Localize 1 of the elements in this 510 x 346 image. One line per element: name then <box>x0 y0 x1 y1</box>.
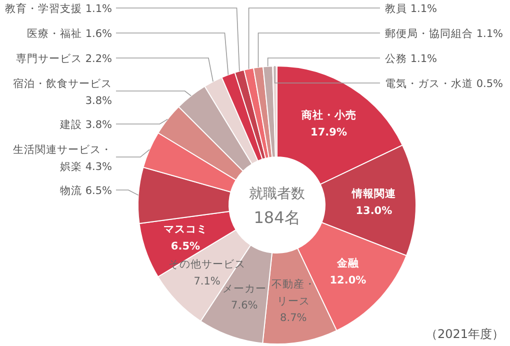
note: （2021年度） <box>425 327 504 341</box>
